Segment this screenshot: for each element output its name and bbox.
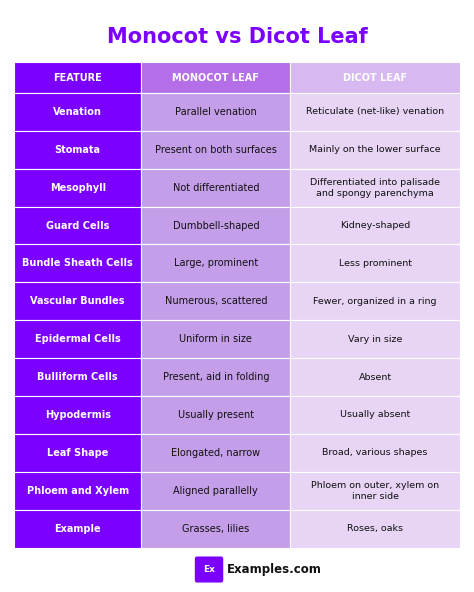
Bar — [141, 434, 291, 472]
Text: Reticulate (net-like) venation: Reticulate (net-like) venation — [306, 107, 444, 117]
Bar — [291, 131, 460, 169]
Text: Example: Example — [55, 524, 101, 533]
Text: Usually absent: Usually absent — [340, 410, 410, 420]
Bar — [14, 434, 141, 472]
Bar — [14, 207, 141, 244]
Bar — [141, 93, 291, 131]
Text: Roses, oaks: Roses, oaks — [347, 524, 403, 533]
Text: Fewer, organized in a ring: Fewer, organized in a ring — [313, 297, 437, 306]
Text: Aligned parallelly: Aligned parallelly — [173, 486, 258, 496]
Bar — [291, 169, 460, 207]
Text: Usually present: Usually present — [178, 410, 254, 420]
Text: Bulliform Cells: Bulliform Cells — [37, 372, 118, 382]
Text: Mesophyll: Mesophyll — [50, 183, 106, 192]
Text: DICOT LEAF: DICOT LEAF — [343, 73, 407, 82]
Bar — [141, 169, 291, 207]
Text: Absent: Absent — [358, 372, 392, 382]
Text: Large, prominent: Large, prominent — [173, 259, 258, 268]
Text: Parallel venation: Parallel venation — [175, 107, 257, 117]
Text: Present, aid in folding: Present, aid in folding — [163, 372, 269, 382]
Bar — [14, 62, 141, 93]
Text: Differentiated into palisade
and spongy parenchyma: Differentiated into palisade and spongy … — [310, 178, 440, 198]
Bar — [291, 207, 460, 244]
Bar — [291, 93, 460, 131]
Bar — [14, 282, 141, 320]
Text: Vascular Bundles: Vascular Bundles — [30, 297, 125, 306]
Bar — [291, 282, 460, 320]
Text: FEATURE: FEATURE — [54, 73, 102, 82]
Bar — [291, 434, 460, 472]
Text: MONOCOT LEAF: MONOCOT LEAF — [173, 73, 259, 82]
Text: Kidney-shaped: Kidney-shaped — [340, 221, 410, 230]
Bar — [14, 131, 141, 169]
Text: Phloem and Xylem: Phloem and Xylem — [27, 486, 129, 496]
Bar — [141, 358, 291, 396]
Text: Guard Cells: Guard Cells — [46, 221, 109, 230]
Bar — [141, 282, 291, 320]
Bar — [291, 320, 460, 358]
Text: Examples.com: Examples.com — [227, 563, 322, 576]
Bar — [141, 244, 291, 282]
Bar — [141, 510, 291, 548]
Text: Numerous, scattered: Numerous, scattered — [164, 297, 267, 306]
Text: Hypodermis: Hypodermis — [45, 410, 111, 420]
Bar — [291, 510, 460, 548]
Text: Venation: Venation — [53, 107, 102, 117]
Bar — [141, 62, 291, 93]
Text: Dumbbell-shaped: Dumbbell-shaped — [173, 221, 259, 230]
Text: Uniform in size: Uniform in size — [179, 334, 252, 344]
Text: Broad, various shapes: Broad, various shapes — [322, 448, 428, 458]
Bar — [291, 62, 460, 93]
Text: Not differentiated: Not differentiated — [173, 183, 259, 192]
Text: Ex: Ex — [203, 565, 215, 574]
Text: Phloem on outer, xylem on
inner side: Phloem on outer, xylem on inner side — [311, 481, 439, 501]
Text: Less prominent: Less prominent — [338, 259, 411, 268]
Bar — [14, 472, 141, 510]
Bar — [14, 244, 141, 282]
Bar — [291, 358, 460, 396]
Text: Grasses, lilies: Grasses, lilies — [182, 524, 249, 533]
Bar — [14, 93, 141, 131]
Bar — [141, 131, 291, 169]
Text: Monocot vs Dicot Leaf: Monocot vs Dicot Leaf — [107, 27, 367, 47]
Bar — [141, 396, 291, 434]
Bar — [14, 510, 141, 548]
Bar — [14, 320, 141, 358]
Text: Bundle Sheath Cells: Bundle Sheath Cells — [22, 259, 133, 268]
Bar — [14, 358, 141, 396]
Text: Vary in size: Vary in size — [348, 334, 402, 344]
Text: Epidermal Cells: Epidermal Cells — [35, 334, 120, 344]
Text: Stomata: Stomata — [55, 145, 100, 155]
Bar — [14, 169, 141, 207]
Text: Leaf Shape: Leaf Shape — [47, 448, 109, 458]
Bar — [291, 472, 460, 510]
Bar — [141, 207, 291, 244]
Text: Present on both surfaces: Present on both surfaces — [155, 145, 277, 155]
Bar — [141, 472, 291, 510]
Bar — [291, 396, 460, 434]
Bar — [291, 244, 460, 282]
Text: Elongated, narrow: Elongated, narrow — [171, 448, 260, 458]
Bar — [14, 396, 141, 434]
FancyBboxPatch shape — [195, 556, 223, 583]
Bar — [141, 320, 291, 358]
Text: Mainly on the lower surface: Mainly on the lower surface — [310, 145, 441, 155]
